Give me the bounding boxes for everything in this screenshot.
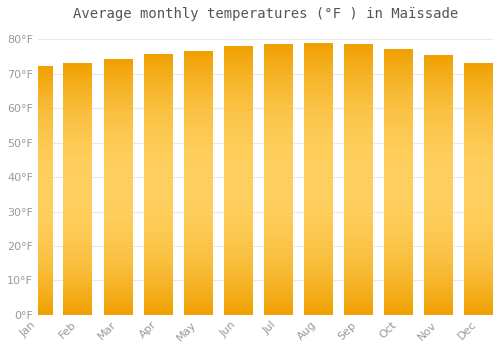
Title: Average monthly temperatures (°F ) in Maïssade: Average monthly temperatures (°F ) in Ma…	[73, 7, 458, 21]
